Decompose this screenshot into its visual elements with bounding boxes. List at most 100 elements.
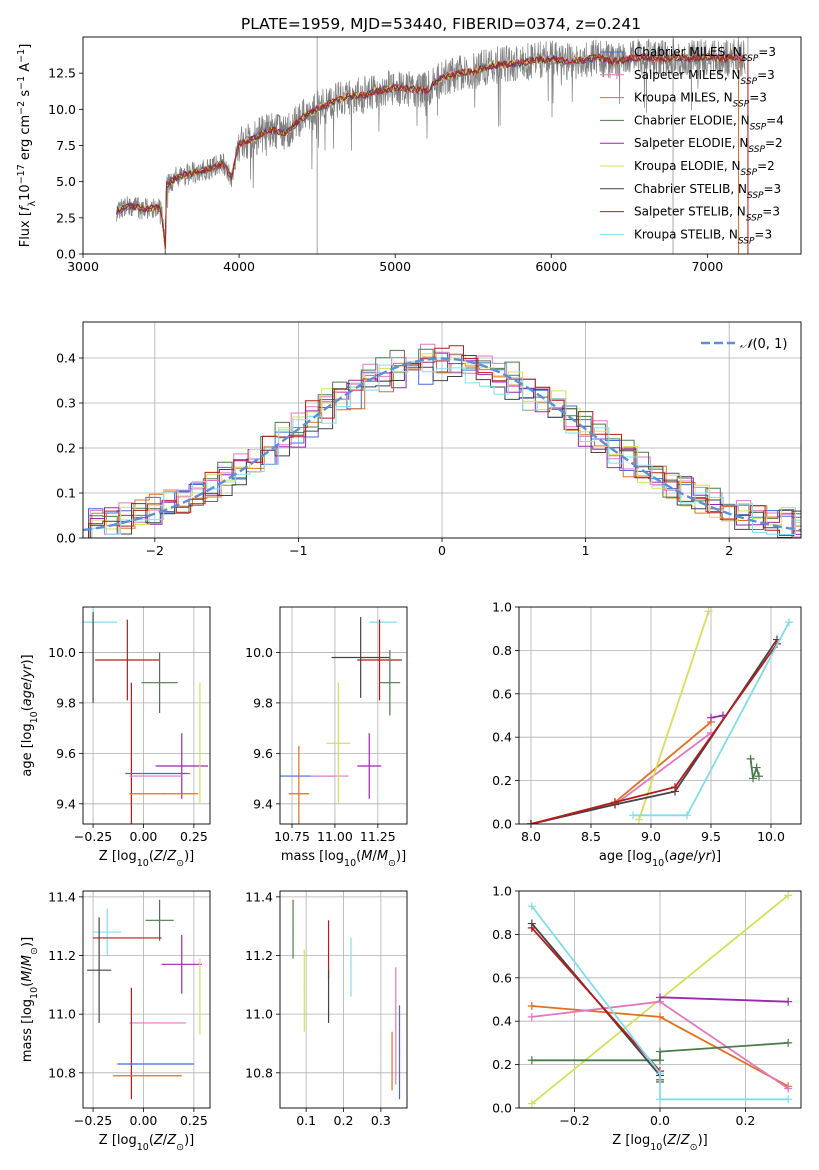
x-axis-label: Z [log10(Z/Z⊙)] (99, 1133, 194, 1153)
point-salpeter_stelib (130, 1042, 132, 1045)
plot-area (519, 891, 801, 1108)
x-axis-label-part: Z (680, 1133, 691, 1148)
y-tick-label: 0.2 (492, 1057, 512, 1072)
legend-label-sub: SSP (741, 168, 758, 178)
y-tick-label: 10.8 (48, 1065, 76, 1080)
x-axis-label-part: / (694, 849, 699, 864)
x-axis-label-part: 10 (652, 858, 664, 869)
x-axis-label-part: Z (166, 849, 177, 864)
y-axis-label-part: −17 (16, 164, 27, 184)
x-axis-label-part: ( (149, 849, 154, 864)
legend-label: Chabrier ELODIE, NSSP=4 (634, 113, 784, 132)
y-tick-label: 0.6 (492, 970, 512, 985)
x-tick-label: −0.2 (559, 1113, 589, 1128)
y-axis-label-part: erg cm (18, 115, 33, 164)
y-axis-label-part: ⊙ (29, 947, 40, 955)
series-chabrier_elodie (531, 1042, 789, 1062)
x-tick-label: 0 (438, 543, 446, 558)
y-axis-label-part: A (18, 63, 33, 76)
legend-label: 𝒩(0, 1) (740, 337, 787, 352)
legend-label-suffix: =3 (762, 205, 780, 219)
x-axis-label-part: / (372, 849, 377, 864)
point-chabrier_elodie (159, 919, 161, 921)
point-chabrier_miles (154, 1063, 157, 1065)
x-tick-label: 8.5 (581, 829, 601, 844)
x-axis-label-part: ⊙ (176, 1142, 184, 1153)
y-tick-label: 12.5 (48, 66, 76, 81)
point-chabrier_miles (306, 775, 309, 777)
x-tick-label: 6000 (535, 259, 567, 274)
x-tick-label: 0.25 (180, 829, 208, 844)
point-kroupa_elodie (337, 742, 339, 744)
point-chabrier_stelib (360, 656, 362, 659)
legend-label-main: Kroupa ELODIE, N (634, 159, 741, 173)
x-axis-label-part: Z [log (99, 1133, 137, 1148)
y-axis-label-part: M (20, 955, 35, 966)
residual-histogram-salpeter_stelib (83, 345, 801, 538)
axes-frame (518, 890, 802, 1109)
legend-label: Kroupa STELIB, NSSP=3 (634, 227, 772, 246)
y-tick-label: 9.6 (253, 746, 273, 761)
series-salpeter_elodie (659, 996, 789, 1003)
legend-label: Kroupa MILES, NSSP=3 (634, 91, 767, 110)
legend-label-suffix: =4 (766, 113, 784, 127)
x-tick-label: 8.0 (521, 829, 541, 844)
marker-kroupa_stelib (785, 618, 793, 627)
x-tick-label: 0.00 (130, 1113, 158, 1128)
x-tick-label: 11.25 (360, 829, 396, 844)
point-chabrier_miles (398, 1051, 401, 1053)
point-salpeter_miles (329, 775, 331, 777)
legend-label: Salpeter STELIB, NSSP=3 (634, 205, 780, 224)
y-axis-label-part: ] (18, 44, 33, 49)
legend-label-main: Chabrier STELIB, N (634, 182, 747, 196)
axes-frame (82, 890, 211, 1109)
legend-label-main: Kroupa MILES, N (634, 91, 733, 105)
legend-label-main: Salpeter MILES, N (634, 68, 741, 82)
x-axis-label-part: )] (711, 849, 721, 864)
marker-kroupa_elodie (635, 815, 643, 824)
marker-chabrier_elodie (656, 1047, 664, 1056)
marker-kroupa_stelib (629, 811, 637, 820)
axes-frame (279, 890, 408, 1109)
legend-label-suffix: =3 (757, 68, 775, 82)
y-tick-label: 1.0 (492, 600, 512, 615)
y-axis-label-part: −2 (16, 101, 27, 115)
legend-label-sub: SSP (742, 54, 759, 64)
marker-kroupa_stelib (656, 1095, 664, 1104)
y-tick-label: 11.4 (245, 889, 273, 904)
legend-label: Kroupa ELODIE, NSSP=2 (634, 159, 775, 178)
panel-residuals: −2 −1 0 1 2 0.0 0.1 0.2 0.3 0.4 𝒩(0, 1) (56, 321, 802, 558)
y-axis-label-part: age [log (20, 723, 35, 776)
panel-mass_weight_vs_Z: −0.2 0.0 0.20.00.20.40.60.81.0Z [log10(Z/Z… (492, 884, 802, 1153)
point-chabrier_stelib (327, 995, 330, 998)
x-axis-label-part: )] (184, 1133, 194, 1148)
y-tick-label: 9.8 (56, 695, 76, 710)
y-tick-label: 9.4 (253, 796, 273, 811)
point-chabrier_elodie (389, 682, 391, 684)
point-salpeter_stelib (327, 949, 330, 951)
x-axis-label-part: M (361, 849, 372, 864)
x-tick-label: 9.0 (641, 829, 661, 844)
y-tick-label: 0.8 (492, 927, 512, 942)
y-tick-label: 9.6 (56, 746, 76, 761)
legend-label-main: Kroupa STELIB, N (634, 227, 738, 241)
y-tick-label: 1.0 (492, 884, 512, 899)
y-axis-label-part: −1 (16, 76, 27, 90)
residual-histogram-chabrier_stelib (83, 355, 801, 538)
y-tick-label: 0.0 (56, 247, 76, 262)
legend-label-suffix: =3 (749, 91, 767, 105)
y-tick-label: 7.5 (56, 138, 76, 153)
residual-histogram-salpeter_miles (83, 343, 801, 538)
y-tick-label: 0.4 (492, 1014, 512, 1029)
legend-label-sub: SSP (747, 191, 764, 201)
x-axis-label-part: age [log (599, 849, 652, 864)
x-tick-label: 10.0 (757, 829, 785, 844)
point-chabrier_elodie (159, 682, 161, 684)
y-axis-label-part: yr (20, 663, 35, 679)
residual-histogram-salpeter_elodie (83, 353, 801, 538)
legend-label-rest: (0, 1) (752, 337, 787, 352)
y-tick-label: 2.5 (56, 210, 76, 225)
x-axis-label-part: )] (184, 849, 194, 864)
point-salpeter_stelib (126, 937, 128, 939)
